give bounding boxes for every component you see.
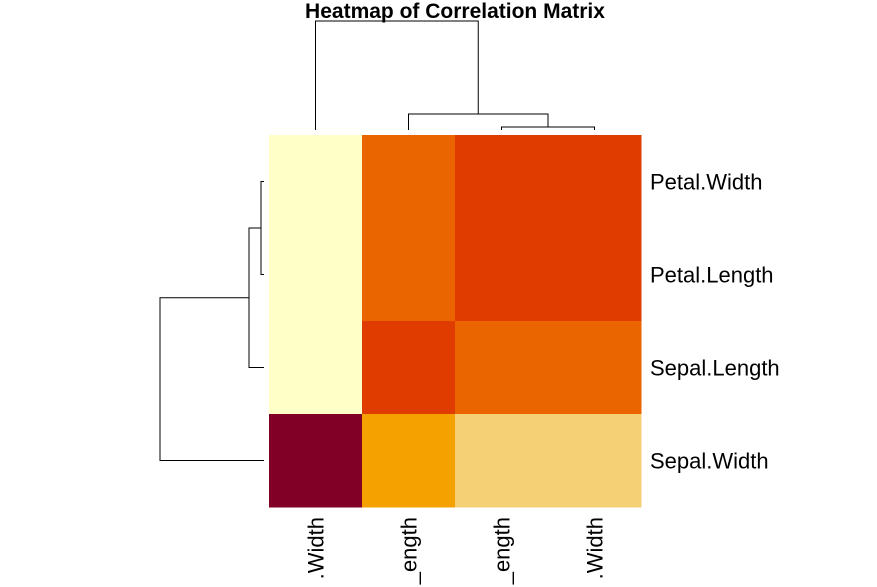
dendrogram-branch	[248, 227, 264, 368]
column-label: .Width	[304, 517, 329, 579]
heatmap-cells	[269, 135, 642, 508]
heatmap-cell	[548, 228, 642, 322]
heatmap-cell	[548, 321, 642, 415]
heatmap-cell	[269, 135, 363, 229]
heatmap-cell	[362, 135, 456, 229]
heatmap-cell	[362, 414, 456, 508]
heatmap-cell	[455, 135, 549, 229]
heatmap-cell	[548, 414, 642, 508]
column-label: .Width	[583, 517, 608, 579]
row-labels: Petal.Width Petal.Length Sepal.Length Sepal…	[650, 170, 780, 474]
row-label: Petal.Width	[650, 170, 763, 195]
chart-title: Heatmap of Correlation Matrix	[305, 0, 605, 23]
heatmap-cell	[362, 228, 456, 322]
heatmap-cell	[269, 414, 363, 508]
row-label: Sepal.Length	[650, 356, 780, 381]
row-label: Sepal.Width	[650, 449, 769, 474]
dendrogram-branch	[315, 20, 479, 130]
heatmap-cell	[362, 321, 456, 415]
dendrogram-branch	[501, 126, 595, 130]
heatmap-cell	[455, 228, 549, 322]
column-dendrogram	[315, 20, 595, 130]
row-dendrogram	[159, 181, 264, 461]
dendrogram-branch	[159, 297, 264, 461]
heatmap-cell	[269, 321, 363, 415]
heatmap-cell	[548, 135, 642, 229]
heatmap-cell	[455, 414, 549, 508]
dendrogram-branch	[408, 113, 549, 130]
column-label: _ength	[397, 517, 422, 585]
dendrogram-branch	[260, 181, 264, 275]
column-labels: .Width _ength _ength .Width	[304, 517, 608, 585]
heatmap-cell	[455, 321, 549, 415]
row-label: Petal.Length	[650, 263, 774, 288]
column-label: _ength	[490, 517, 515, 585]
heatmap-cell	[269, 228, 363, 322]
